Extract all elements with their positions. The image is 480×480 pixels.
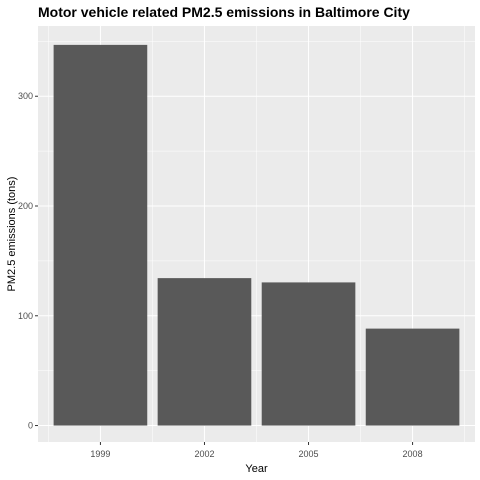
bar-2002	[158, 278, 252, 425]
y-tick-label: 300	[18, 91, 33, 101]
x-axis: 1999 2002 2005 2008	[90, 442, 422, 459]
y-tick-label: 200	[18, 201, 33, 211]
y-axis: 0 100 200 300	[18, 91, 38, 430]
x-tick-label: 1999	[90, 449, 110, 459]
y-tick-label: 0	[28, 421, 33, 431]
bar-2008	[366, 329, 460, 426]
x-tick-label: 2002	[194, 449, 214, 459]
x-axis-title: Year	[245, 463, 268, 475]
x-tick-label: 2005	[299, 449, 319, 459]
y-tick-label: 100	[18, 311, 33, 321]
chart-title: Motor vehicle related PM2.5 emissions in…	[38, 4, 410, 20]
x-tick-label: 2008	[403, 449, 423, 459]
bar-1999	[54, 45, 148, 426]
bar-2005	[262, 282, 356, 425]
y-axis-title: PM2.5 emissions (tons)	[6, 177, 18, 292]
